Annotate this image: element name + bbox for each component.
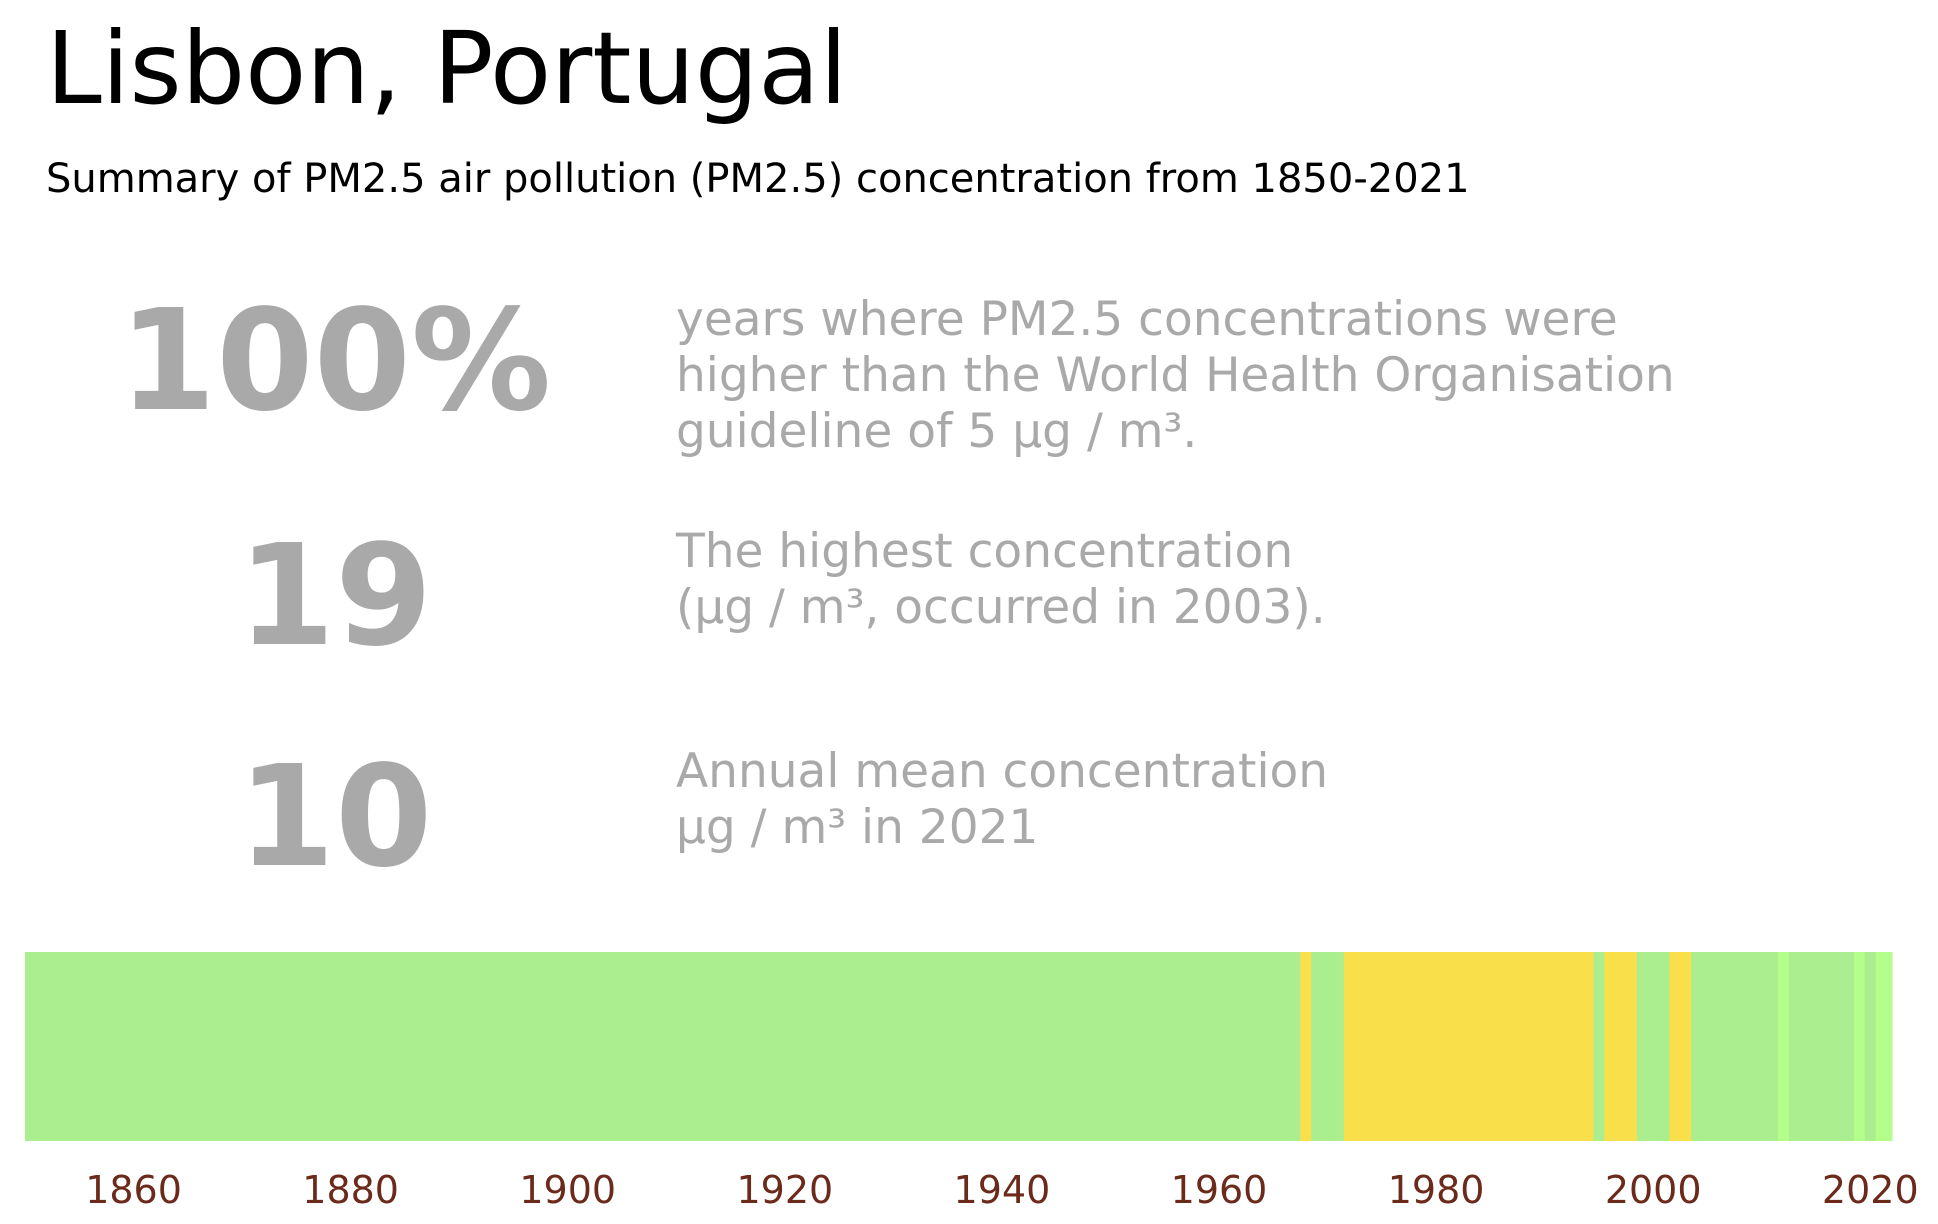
stat-description-line: guideline of 5 µg / m³. [676,404,1198,459]
stripe-segment-12 [1864,952,1877,1141]
stripe-segment-11 [1854,952,1866,1141]
stat-description-line: µg / m³ in 2021 [676,800,1039,855]
stripe-segment-1 [1300,952,1312,1141]
stat-annual-mean-value: 10 [237,736,433,899]
page-subtitle: Summary of PM2.5 air pollution (PM2.5) c… [46,156,1470,202]
stat-description-line: The highest concentration [676,524,1294,579]
stat-years-above-guideline-description: years where PM2.5 concentrations were hi… [676,292,1876,460]
stripe-segment-4 [1593,952,1605,1141]
stripe-segment-9 [1778,952,1790,1141]
stripe-segment-10 [1788,952,1855,1141]
stripe-segment-5 [1604,952,1638,1141]
stripe-segment-3 [1343,952,1595,1141]
x-tick-label: 1900 [519,1168,616,1212]
stripe-segment-0 [25,952,1302,1141]
stripe-segment-2 [1311,952,1345,1141]
stat-highest-concentration-description: The highest concentration (µg / m³, occu… [676,524,1876,636]
x-tick-label: 1960 [1171,1168,1268,1212]
stripe-segment-7 [1669,952,1692,1141]
stat-years-above-guideline-value: 100% [118,280,552,443]
stripe-segment-8 [1691,952,1779,1141]
x-tick-label: 2020 [1822,1168,1919,1212]
stat-description-line: Annual mean concentration [676,744,1329,799]
x-tick-label: 1920 [736,1168,833,1212]
stripe-segment-6 [1636,952,1671,1141]
x-tick-label: 2000 [1605,1168,1702,1212]
stat-annual-mean-description: Annual mean concentration µg / m³ in 202… [676,744,1876,856]
stat-description-line: years where PM2.5 concentrations were [676,292,1618,347]
stripe-segment-13 [1875,952,1893,1141]
page-title: Lisbon, Portugal [46,10,848,127]
x-tick-label: 1860 [85,1168,182,1212]
stat-description-line: (µg / m³, occurred in 2003). [676,580,1326,635]
x-tick-label: 1880 [302,1168,399,1212]
x-tick-label: 1980 [1388,1168,1485,1212]
x-tick-label: 1940 [954,1168,1051,1212]
stat-highest-concentration-value: 19 [237,515,433,678]
stat-description-line: higher than the World Health Organisatio… [676,348,1675,403]
